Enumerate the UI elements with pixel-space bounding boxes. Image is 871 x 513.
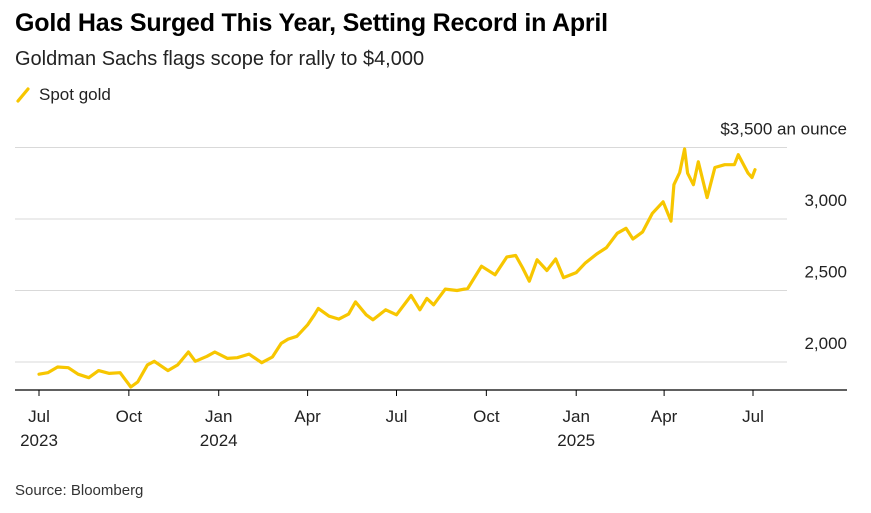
- series-line-spot-gold: [37, 147, 757, 389]
- chart-title: Gold Has Surged This Year, Setting Recor…: [15, 9, 608, 37]
- x-tick-year-label: 2023: [20, 431, 58, 450]
- y-tick-label: $3,500 an ounce: [720, 120, 847, 139]
- x-tick-label: Jul: [742, 407, 764, 426]
- x-tick-label: Oct: [473, 407, 500, 426]
- x-tick-label: Jul: [28, 407, 50, 426]
- x-tick-label: Jan: [205, 407, 232, 426]
- legend-swatch-icon: [16, 87, 30, 103]
- y-tick-label: 2,000: [804, 334, 847, 353]
- x-tick-label: Apr: [294, 407, 321, 426]
- y-tick-label: 3,000: [804, 191, 847, 210]
- gridlines: [15, 147, 787, 363]
- x-tick-label: Apr: [651, 407, 678, 426]
- x-tick-label: Oct: [116, 407, 143, 426]
- legend-label: Spot gold: [39, 85, 111, 104]
- source-note: Source: Bloomberg: [15, 482, 144, 499]
- chart-subtitle: Goldman Sachs flags scope for rally to $…: [15, 48, 425, 70]
- x-tick-year-label: 2025: [557, 431, 595, 450]
- x-axis: Jul 2023 Oct Jan 2024 Apr Jul Oct Jan 2025 Apr Jul: [15, 389, 847, 450]
- series-layer: [37, 147, 757, 389]
- x-tick-year-label: 2024: [200, 431, 238, 450]
- y-axis-labels: $3,500 an ounce 3,000 2,500 2,000: [720, 120, 847, 354]
- x-tick-label: Jul: [386, 407, 408, 426]
- x-tick-label: Jan: [562, 407, 589, 426]
- legend: Spot gold: [15, 85, 111, 105]
- y-tick-label: 2,500: [804, 263, 847, 282]
